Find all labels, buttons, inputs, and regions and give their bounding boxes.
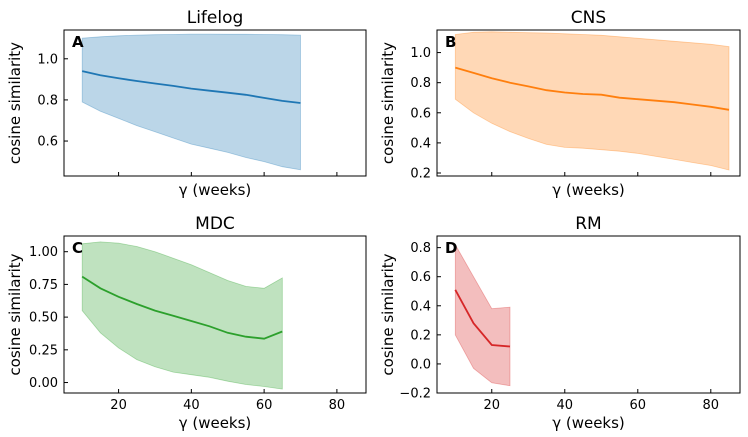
panel-d-band — [454, 243, 511, 387]
panel-b-mean-line — [455, 66, 730, 111]
panel-c-xtick-label: 60 — [256, 398, 273, 413]
panel-c-xtick-label: 40 — [183, 398, 200, 413]
panel-a-ytick-label: 1.0 — [37, 52, 58, 67]
panel-c-frame — [63, 235, 367, 394]
panel-d-xtick-label: 80 — [703, 398, 720, 413]
panel-c-band — [81, 241, 283, 390]
panel-d-letter: D — [445, 239, 457, 257]
panel-d-ytick-label: −0.2 — [399, 387, 431, 402]
panel-b-frame — [436, 29, 741, 177]
panel-b-ytick-label: 0.6 — [410, 106, 431, 121]
panel-a-ylabel: cosine similarity — [6, 42, 24, 164]
panel-c-xtick-label: 80 — [329, 398, 346, 413]
panel-b-title: CNS — [571, 8, 606, 28]
panel-a: 0.6 0.8 1.0 γ (weeks) cosine similarity Lifel… — [6, 8, 367, 199]
panel-c-letter: C — [72, 239, 83, 257]
panel-d-xlabel: γ (weeks) — [552, 414, 625, 432]
panel-d-ytick-label: 0.4 — [410, 299, 431, 314]
panel-b-ytick-label: 1.0 — [410, 46, 431, 61]
panel-c-ylabel: cosine similarity — [6, 253, 24, 375]
panel-a-frame — [63, 29, 367, 177]
panel-a-band — [81, 33, 301, 171]
panel-b-ytick-label: 0.2 — [410, 166, 431, 181]
panel-b-ytick-label: 0.4 — [410, 136, 431, 151]
panel-d-ytick-label: 0.0 — [410, 357, 431, 372]
panel-c-xtick-label: 20 — [110, 398, 127, 413]
panel-c-ytick-label: 0.25 — [29, 343, 58, 358]
panel-d-xtick-label: 20 — [483, 398, 500, 413]
panel-c-mean-line — [81, 275, 283, 340]
panel-c-ytick-label: 1.00 — [29, 245, 58, 260]
panel-d-frame — [436, 235, 741, 394]
panel-b-letter: B — [445, 33, 456, 51]
panel-c-ytick-label: 0.50 — [29, 311, 58, 326]
panel-d-ylabel: cosine similarity — [379, 253, 397, 375]
panel-c-ytick-label: 0.75 — [29, 278, 58, 293]
panel-b-xlabel: γ (weeks) — [552, 181, 625, 199]
panel-d-xtick-label: 40 — [556, 398, 573, 413]
panel-b-ytick-label: 0.8 — [410, 76, 431, 91]
panel-d-ytick-label: 0.6 — [410, 270, 431, 285]
panel-d-ytick-label: 0.2 — [410, 328, 431, 343]
panel-c: 0.00 0.25 0.50 0.75 1.00 20 40 60 80 γ (weeks) cos… — [6, 214, 367, 432]
panel-d-ytick-label: 0.8 — [410, 241, 431, 256]
panel-d-xtick-label: 60 — [630, 398, 647, 413]
panel-d-mean-line — [454, 289, 511, 348]
panel-b: 0.2 0.4 0.6 0.8 1.0 γ (weeks) cosine similarit… — [379, 8, 741, 199]
panel-b-ylabel: cosine similarity — [379, 42, 397, 164]
panel-a-xlabel: γ (weeks) — [179, 181, 252, 199]
panel-c-xlabel: γ (weeks) — [179, 414, 252, 432]
panel-a-ytick-label: 0.8 — [37, 93, 58, 108]
panel-c-ytick-label: 0.00 — [29, 376, 58, 391]
panel-a-mean-line — [82, 70, 301, 104]
panel-a-letter: A — [72, 33, 84, 51]
panel-c-title: MDC — [195, 214, 235, 234]
panel-b-band — [454, 31, 730, 171]
panel-d-title: RM — [575, 214, 601, 234]
panel-d: −0.2 0.0 0.2 0.4 0.6 0.8 20 40 60 80 γ (weeks) cosi… — [379, 214, 741, 432]
panel-a-title: Lifelog — [187, 8, 244, 28]
panel-a-ytick-label: 0.6 — [37, 135, 58, 150]
